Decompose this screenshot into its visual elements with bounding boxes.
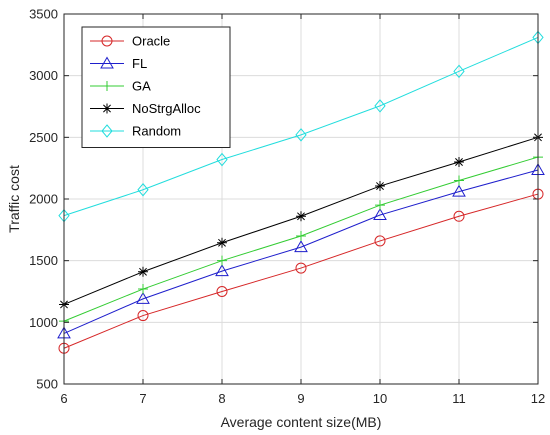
series-line [63, 193, 539, 349]
data-point-marker [454, 157, 464, 167]
x-axis-title: Average content size(MB) [221, 414, 382, 430]
legend-marker [101, 35, 113, 47]
legend-label: NoStrgAlloc [132, 101, 201, 116]
series-line [63, 169, 539, 334]
data-point-marker [216, 286, 228, 297]
data-point-marker [453, 64, 465, 79]
x-axis-ticks: 6 7 8 9 10 11 12 [60, 14, 545, 406]
data-point-marker [217, 237, 227, 248]
x-tick-label: 8 [218, 391, 225, 406]
legend-item: Random [90, 124, 181, 139]
legend-marker [100, 56, 114, 69]
legend-marker [101, 124, 113, 138]
legend-marker [102, 81, 112, 91]
y-axis-ticks: 500 1000 1500 2000 2500 3000 3500 [29, 7, 538, 392]
series-oracle [58, 188, 544, 354]
series-layer [57, 30, 545, 354]
x-tick-label: 12 [531, 391, 545, 406]
legend-label: FL [132, 56, 147, 71]
legend-item: FL [90, 56, 147, 71]
series-fl [57, 163, 545, 339]
data-point-marker [217, 255, 227, 266]
legend-label: GA [132, 79, 151, 94]
y-tick-label: 2500 [29, 130, 58, 145]
data-point-marker [216, 152, 228, 167]
y-tick-label: 3000 [29, 68, 58, 83]
y-tick-label: 1500 [29, 253, 58, 268]
data-point-marker [374, 235, 386, 247]
y-tick-label: 1000 [29, 315, 58, 330]
y-tick-label: 500 [36, 377, 58, 392]
data-point-marker [137, 182, 149, 197]
legend-item: NoStrgAlloc [90, 101, 201, 116]
data-point-marker [138, 284, 148, 295]
x-tick-label: 9 [297, 391, 304, 406]
x-tick-label: 7 [139, 391, 146, 406]
data-point-marker [294, 240, 308, 253]
data-point-marker [295, 128, 307, 142]
data-point-marker [454, 175, 464, 186]
data-point-marker [373, 208, 387, 221]
data-point-marker [452, 184, 466, 197]
data-point-marker [296, 231, 306, 241]
legend-item: GA [90, 79, 151, 94]
data-point-marker [295, 262, 307, 274]
x-tick-label: 6 [60, 391, 67, 406]
legend-item: Oracle [90, 34, 170, 49]
data-point-marker [136, 291, 150, 304]
data-point-marker [137, 310, 149, 322]
data-point-marker [453, 210, 465, 222]
data-point-marker [296, 211, 306, 222]
data-point-marker [215, 264, 229, 277]
x-tick-label: 11 [452, 391, 466, 406]
x-tick-label: 10 [373, 391, 387, 406]
data-point-marker [375, 200, 385, 211]
data-point-marker [138, 266, 148, 277]
y-axis-title: Traffic cost [6, 165, 22, 233]
data-point-marker [374, 99, 386, 113]
series-line [63, 36, 539, 217]
series-random [58, 30, 544, 223]
legend-label: Random [132, 124, 181, 139]
legend-label: Oracle [132, 34, 170, 49]
y-tick-label: 2000 [29, 192, 58, 207]
legend: Oracle FL GA NoStrgAlloc Random [81, 26, 231, 148]
legend-marker [102, 103, 112, 114]
y-tick-label: 3500 [29, 7, 58, 22]
data-point-marker [375, 181, 385, 192]
